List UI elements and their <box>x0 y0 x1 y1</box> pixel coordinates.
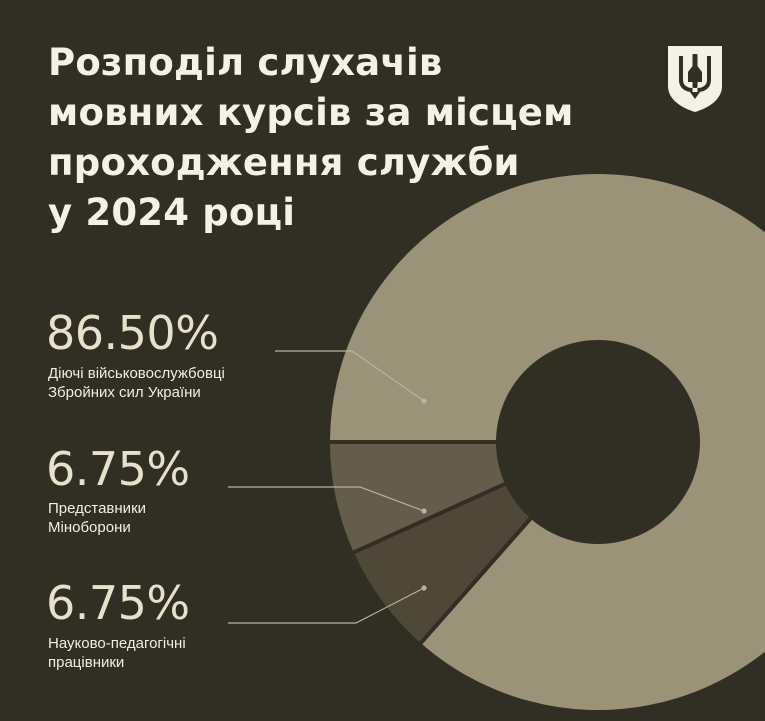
slice-3-label: Науково-педагогічні працівники <box>48 634 186 672</box>
donut-slice-1 <box>330 174 765 711</box>
slice-3-percent: 6.75% <box>46 576 190 630</box>
title-line-3: проходження служби <box>48 141 520 184</box>
leader-dot-3 <box>421 585 427 591</box>
slice-2-label-line-1: Представники <box>48 500 147 517</box>
slice-2-label-line-2: Міноборони <box>48 519 131 536</box>
slice-3-label-line-1: Науково-педагогічні <box>48 635 186 652</box>
title-line-1: Розподіл слухачів <box>48 41 443 84</box>
leader-line-1 <box>275 350 425 402</box>
title-line-2: мовних курсів за місцем <box>48 91 574 134</box>
donut-slice-3 <box>354 485 530 642</box>
chart-title: Розподіл слухачів мовних курсів за місце… <box>48 38 608 238</box>
title-line-4: у 2024 році <box>48 191 296 234</box>
slice-3-label-line-2: працівники <box>48 654 125 671</box>
slice-1-label-line-1: Діючі військовослужбовці <box>48 365 225 382</box>
leader-line-2 <box>228 486 425 512</box>
tryzub-shield-icon <box>668 46 722 112</box>
slice-1-label-line-2: Збройних сил України <box>48 384 201 401</box>
slice-1-percent: 86.50% <box>46 306 219 360</box>
slice-2-percent: 6.75% <box>46 442 190 496</box>
leader-line-3 <box>228 587 425 624</box>
leader-dot-1 <box>421 398 427 404</box>
slice-1-label: Діючі військовослужбовці Збройних сил Ук… <box>48 364 225 402</box>
donut-slice-2 <box>330 444 505 551</box>
leader-dot-2 <box>421 508 427 514</box>
slice-2-label: Представники Міноборони <box>48 499 146 537</box>
